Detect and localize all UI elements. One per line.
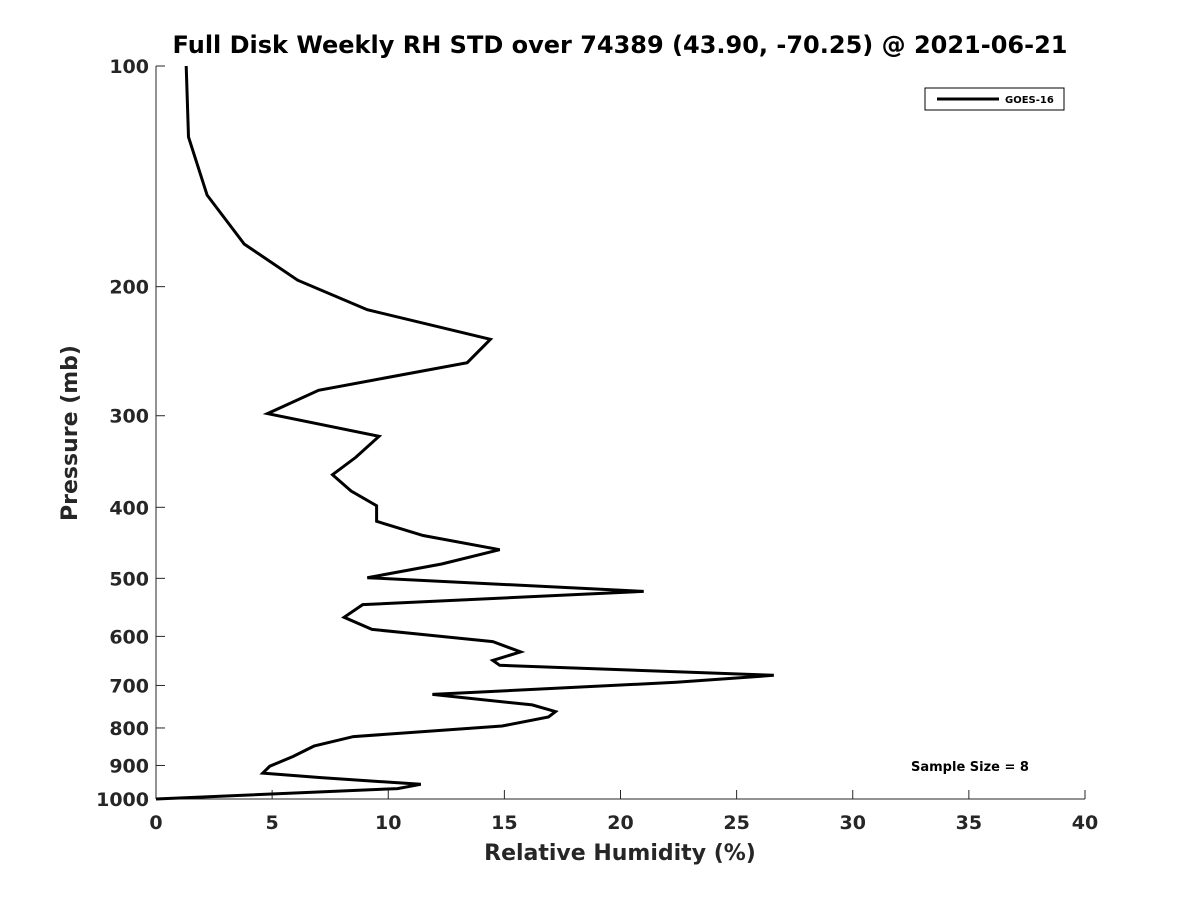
y-tick-label: 800	[109, 718, 149, 740]
x-tick-label: 40	[1072, 812, 1098, 834]
y-ticks: 100 200 300 400 500 600 700 800 900 1000	[96, 56, 165, 811]
y-tick-label: 700	[109, 675, 149, 697]
x-tick-label: 35	[956, 812, 982, 834]
x-tick-label: 25	[723, 812, 749, 834]
x-tick-label: 10	[375, 812, 401, 834]
y-axis-label: Pressure (mb)	[58, 345, 83, 521]
x-tick-label: 30	[840, 812, 866, 834]
series-line-goes-16	[155, 65, 774, 801]
y-tick-label: 1000	[96, 789, 149, 811]
sample-size-annotation: Sample Size = 8	[911, 760, 1029, 775]
y-tick-label: 200	[109, 277, 149, 299]
x-tick-label: 0	[149, 812, 162, 834]
y-tick-label: 500	[109, 568, 149, 590]
y-tick-label: 300	[109, 406, 149, 428]
legend-label-goes-16: GOES-16	[1005, 95, 1054, 106]
legend: GOES-16	[924, 87, 1065, 111]
x-tick-label: 15	[491, 812, 517, 834]
y-tick-label: 100	[109, 56, 149, 78]
x-tick-label: 5	[266, 812, 279, 834]
y-tick-label: 600	[109, 626, 149, 648]
x-ticks: 0 5 10 15 20 25 30 35 40	[149, 790, 1098, 834]
x-axis-label: Relative Humidity (%)	[484, 841, 756, 866]
y-tick-label: 400	[109, 497, 149, 519]
y-tick-label: 900	[109, 755, 149, 777]
x-tick-label: 20	[607, 812, 633, 834]
chart-title: Full Disk Weekly RH STD over 74389 (43.9…	[173, 31, 1068, 59]
